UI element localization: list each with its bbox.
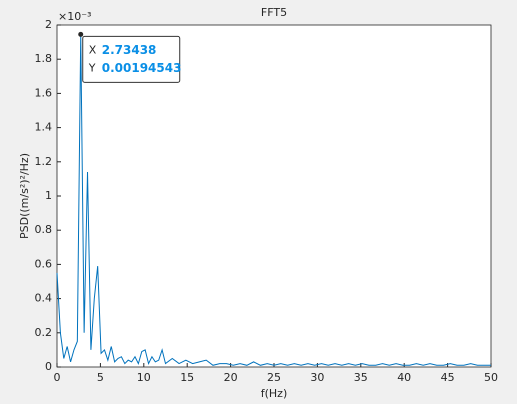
y-tick-label: 1.8 (35, 52, 53, 65)
x-tick-label: 15 (180, 371, 194, 384)
line (56, 34, 491, 366)
datatip-y-value: 0.00194543 (102, 61, 182, 75)
chart-title: FFT5 (261, 6, 287, 19)
y-exponent: ×10⁻³ (58, 10, 91, 23)
x-tick-label: 30 (310, 371, 324, 384)
y-tick-label: 0 (45, 360, 52, 373)
x-tick-label: 25 (267, 371, 281, 384)
x-tick-label: 20 (224, 371, 238, 384)
x-tick-label: 5 (97, 371, 104, 384)
y-tick-label: 1.2 (35, 155, 53, 168)
x-tick-label: 45 (441, 371, 455, 384)
datatip-x-value: 2.73438 (102, 43, 157, 57)
x-tick-label: 35 (354, 371, 368, 384)
x-tick-label: 10 (137, 371, 151, 384)
y-tick-label: 1 (45, 189, 52, 202)
y-tick-label: 1.4 (35, 121, 53, 134)
datatip-x-label: X (89, 43, 97, 56)
y-tick-label: 0.8 (35, 223, 53, 236)
y-tick-label: 0.4 (35, 292, 53, 305)
x-tick-label: 0 (54, 371, 61, 384)
x-axis-label: f(Hz) (261, 387, 288, 400)
y-axis-label: PSD((m/s²)²/Hz) (18, 153, 31, 239)
x-tick-label: 50 (484, 371, 498, 384)
y-tick-label: 0.2 (35, 326, 53, 339)
y-tick-label: 1.6 (35, 86, 53, 99)
datatip-box (82, 35, 181, 83)
y-tick-label: 0.6 (35, 257, 53, 270)
y-tick-label: 2 (45, 18, 52, 31)
datatip-marker (78, 31, 84, 37)
x-tick-label: 40 (397, 371, 411, 384)
datatip-y-label: Y (88, 61, 96, 74)
